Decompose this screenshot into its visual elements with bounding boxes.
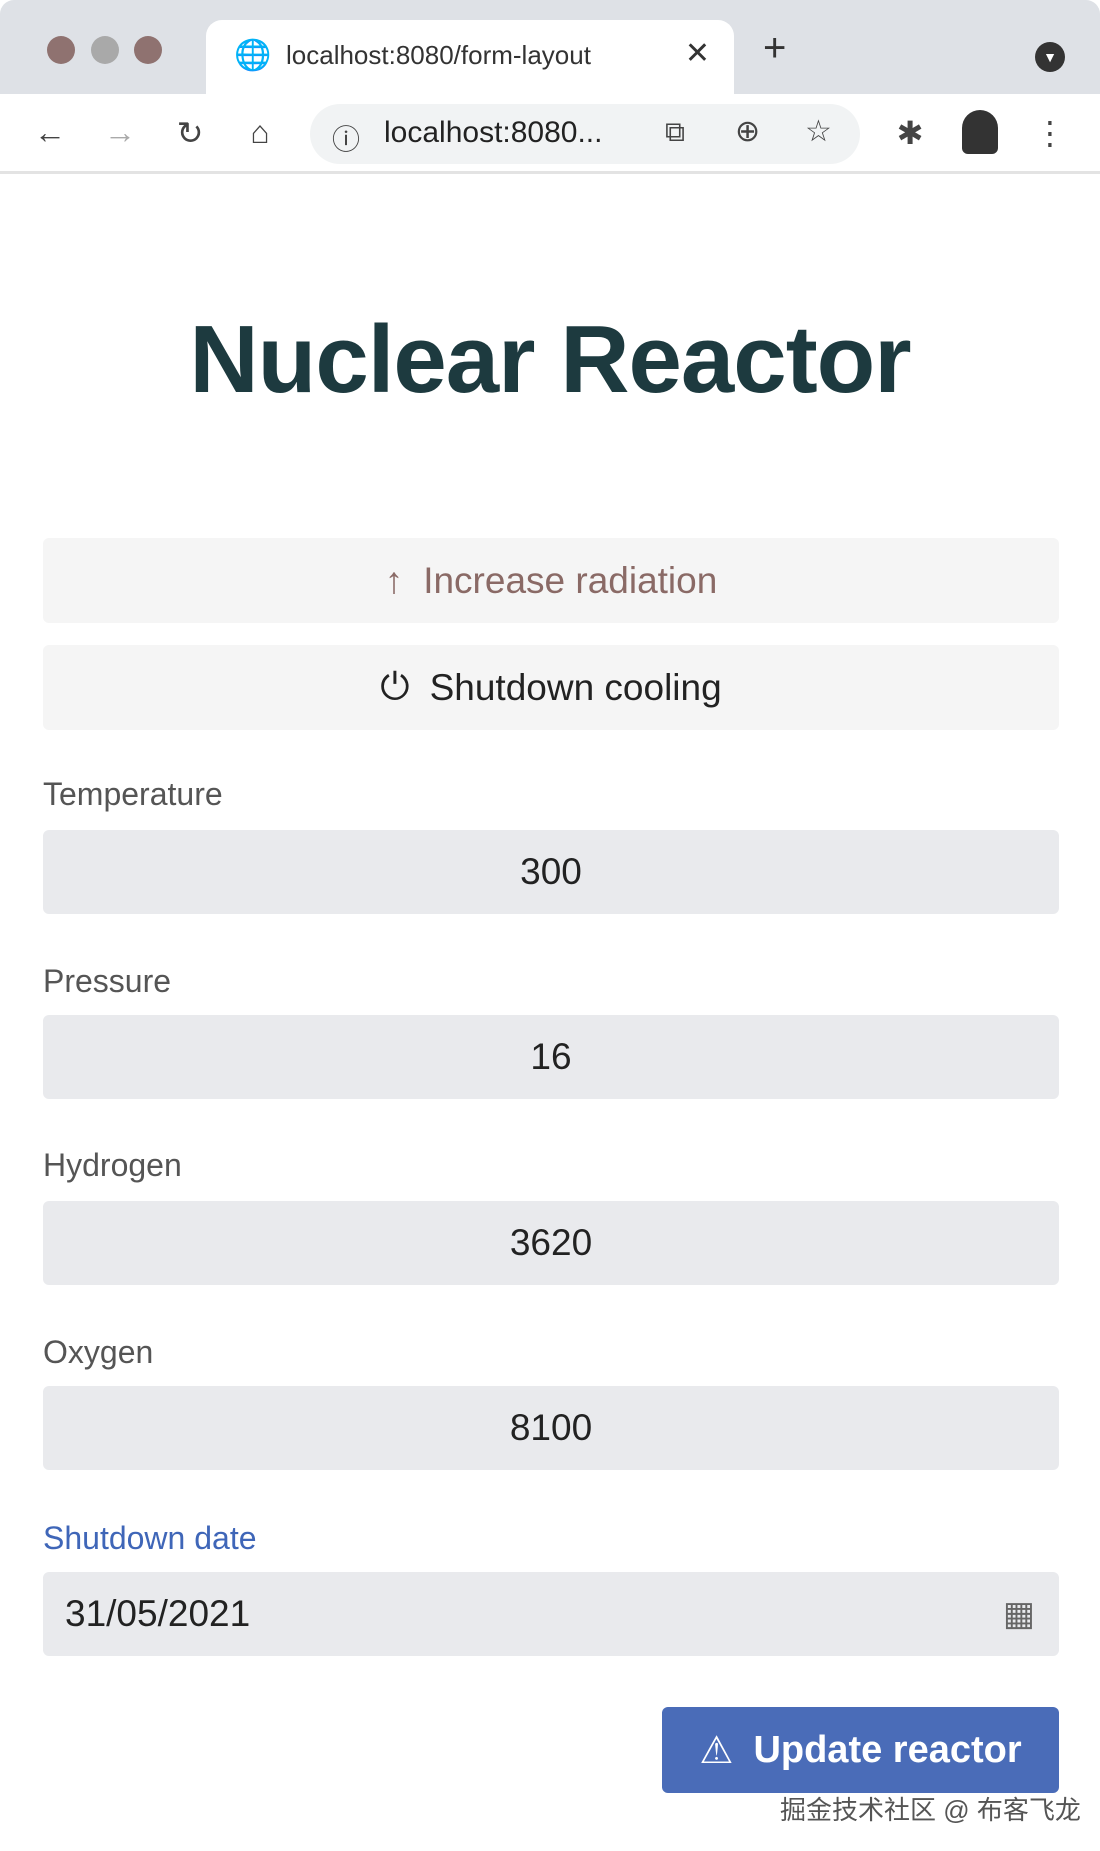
hydrogen-input[interactable]: 3620 [43, 1201, 1059, 1285]
temperature-label: Temperature [43, 776, 223, 812]
shutdown-date-label: Shutdown date [43, 1520, 257, 1556]
minimize-window-button[interactable] [91, 36, 119, 64]
reload-icon[interactable]: ↻ [176, 115, 204, 151]
pressure-label: Pressure [43, 963, 172, 999]
increase-radiation-label: Increase radiation [423, 559, 718, 601]
avatar[interactable] [962, 110, 998, 154]
bookmark-star-icon[interactable]: ☆ [805, 115, 832, 148]
power-icon: ⏻ [380, 666, 410, 707]
menu-icon[interactable]: ⋮ [1034, 115, 1066, 151]
pressure-input[interactable]: 16 [43, 1015, 1059, 1099]
page-title: Nuclear Reactor [189, 306, 911, 413]
tab-bar: 🌐 localhost:8080/form-layout ✕ + ▼ [0, 0, 1100, 96]
tab-title: localhost:8080/form-layout [286, 40, 591, 70]
oxygen-input[interactable]: 8100 [43, 1386, 1059, 1470]
oxygen-label: Oxygen [43, 1334, 154, 1370]
shutdown-cooling-label: Shutdown cooling [429, 666, 722, 708]
close-window-button[interactable] [47, 36, 75, 64]
info-icon[interactable]: ⓘ [332, 124, 361, 155]
open-external-icon[interactable]: ⧉ [665, 116, 685, 147]
maximize-window-button[interactable] [134, 36, 162, 64]
browser-tab[interactable]: 🌐 localhost:8080/form-layout ✕ [206, 20, 734, 96]
temperature-input[interactable]: 300 [43, 830, 1059, 914]
hydrogen-label: Hydrogen [43, 1147, 182, 1183]
watermark: 掘金技术社区 @ 布客飞龙 [780, 1795, 1081, 1825]
shutdown-date-value: 31/05/2021 [65, 1593, 251, 1634]
address-bar[interactable]: ⓘ localhost:8080... ⧉ ⊕ ☆ [310, 104, 860, 164]
shutdown-cooling-button[interactable]: ⏻ Shutdown cooling [43, 645, 1059, 730]
back-icon[interactable]: ← [34, 114, 66, 150]
update-reactor-button[interactable]: ⚠ Update reactor [662, 1707, 1059, 1793]
update-reactor-label: Update reactor [753, 1728, 1022, 1771]
url-text: localhost:8080... [384, 116, 603, 149]
arrow-up-icon: ↑ [384, 559, 404, 601]
home-icon[interactable]: ⌂ [250, 114, 270, 150]
new-tab-icon[interactable]: + [763, 26, 787, 70]
browser-toolbar: ← → ↻ ⌂ ⓘ localhost:8080... ⧉ ⊕ ☆ ✱ ⋮ [0, 94, 1100, 174]
shutdown-date-input[interactable]: 31/05/2021 ▦ [43, 1572, 1059, 1656]
forward-icon[interactable]: → [104, 114, 136, 150]
increase-radiation-button[interactable]: ↑ Increase radiation [43, 538, 1059, 623]
close-tab-icon[interactable]: ✕ [684, 37, 710, 70]
extensions-icon[interactable]: ✱ [896, 115, 924, 151]
zoom-icon[interactable]: ⊕ [735, 115, 761, 148]
calendar-icon[interactable]: ▦ [1002, 1595, 1035, 1633]
warning-icon: ⚠ [699, 1729, 734, 1772]
globe-icon: 🌐 [234, 39, 272, 72]
tab-search-icon[interactable]: ▼ [1035, 42, 1065, 72]
